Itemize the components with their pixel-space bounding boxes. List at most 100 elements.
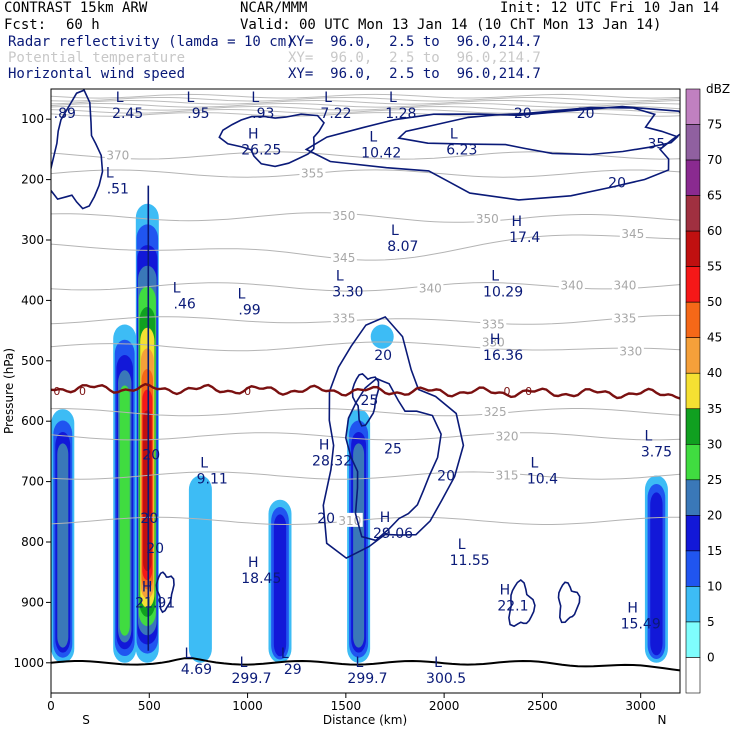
colorbar-unit: dBZ bbox=[706, 82, 730, 96]
hl-value-label: 10.42 bbox=[361, 145, 401, 161]
theta-contour-label: 330 bbox=[482, 336, 505, 350]
y-tick-label: 200 bbox=[21, 173, 44, 187]
colorbar-swatch bbox=[685, 159, 701, 196]
hl-marker: L bbox=[281, 646, 289, 662]
theta-label-bg bbox=[619, 225, 646, 240]
reflectivity-column bbox=[353, 443, 365, 648]
hl-value-label: 29.06 bbox=[373, 526, 413, 542]
freezing-level-label: 0 bbox=[53, 385, 60, 398]
wind-contour-line bbox=[351, 373, 380, 427]
plot-frame bbox=[50, 88, 681, 694]
theta-contour-label: 330 bbox=[619, 345, 642, 359]
theta-contour-label: 335 bbox=[482, 318, 505, 332]
colorbar-label: 25 bbox=[707, 473, 722, 487]
hl-value-label: 18.45 bbox=[241, 571, 281, 587]
wind-contour-label: 20 bbox=[608, 176, 626, 192]
wind-contour-line bbox=[218, 113, 325, 168]
colorbar-label: 55 bbox=[707, 260, 722, 274]
theta-label-bg bbox=[330, 207, 357, 222]
hl-value-label: 299.7 bbox=[347, 671, 387, 687]
wind-contour-label: 20 bbox=[142, 447, 160, 463]
theta-label-bg bbox=[611, 310, 638, 325]
wind-contour-line bbox=[344, 377, 442, 542]
hl-marker: H bbox=[248, 555, 259, 571]
forecast-hours: 60 h bbox=[66, 17, 100, 33]
colorbar-swatch bbox=[685, 621, 701, 658]
y-tick-label: 900 bbox=[21, 595, 44, 609]
y-tick-label: 600 bbox=[21, 414, 44, 428]
wind-contour-label: 35 bbox=[647, 136, 665, 152]
colorbar-swatch bbox=[685, 301, 701, 339]
hl-marker: L bbox=[450, 126, 458, 142]
wind-contour-label: 20 bbox=[437, 469, 455, 485]
theta-contour-line bbox=[51, 432, 680, 441]
hl-marker: L bbox=[187, 90, 195, 106]
y-tick-label: 1000 bbox=[13, 656, 44, 670]
reflectivity-column bbox=[143, 410, 152, 571]
colorbar-label: 75 bbox=[707, 118, 722, 132]
reflectivity-column bbox=[650, 492, 663, 656]
theta-contour-label: 355 bbox=[301, 167, 324, 181]
theta-contour-label: 315 bbox=[496, 469, 519, 483]
theta-contour-line bbox=[51, 212, 680, 223]
freezing-level-label: 0 bbox=[504, 385, 511, 398]
contour-labels: .89L2.45L.95L.93L7.22L1.28H26.25L10.42L6… bbox=[54, 90, 672, 687]
theta-contour-label: 345 bbox=[621, 227, 644, 241]
hl-marker: H bbox=[142, 579, 153, 595]
axes: 0 500 1000 1500 2000 2500 30001002003004005006… bbox=[13, 112, 656, 713]
theta-contour-label: 335 bbox=[614, 312, 637, 326]
hl-marker: L bbox=[324, 90, 332, 106]
colorbar-swatch bbox=[685, 88, 701, 125]
hl-marker: L bbox=[531, 456, 539, 472]
theta-label-bg bbox=[480, 316, 507, 331]
hl-value-label: 3.30 bbox=[332, 284, 363, 300]
hl-value-label: 2.45 bbox=[112, 106, 143, 122]
forecast-label: Fcst: bbox=[4, 17, 47, 33]
theta-contour-label: 350 bbox=[332, 209, 355, 223]
wind-contour-label: 20 bbox=[374, 348, 392, 364]
hl-marker: L bbox=[434, 655, 442, 671]
x-tick-label: 2500 bbox=[527, 699, 558, 713]
colorbar-label: 60 bbox=[707, 224, 722, 238]
x-axis-title: Distance (km) bbox=[323, 713, 407, 727]
theta-contour-line bbox=[51, 471, 680, 480]
hl-marker: L bbox=[391, 223, 399, 239]
theta-label-bg bbox=[558, 277, 585, 292]
center-label: NCAR/MMM bbox=[240, 0, 308, 16]
theta-contour-line bbox=[51, 169, 680, 178]
hl-value-label: 6.23 bbox=[446, 142, 477, 158]
init-time: Init: 12 UTC Fri 10 Jan 14 bbox=[500, 0, 720, 16]
theta-contour-line bbox=[51, 407, 680, 417]
colorbar-label: 35 bbox=[707, 402, 722, 416]
colorbar-swatch bbox=[685, 550, 701, 587]
hl-value-label: 22.1 bbox=[497, 598, 528, 614]
x-tick-label: 500 bbox=[138, 699, 161, 713]
colorbar-swatch bbox=[685, 266, 701, 303]
wind-contour-label: 25 bbox=[384, 441, 402, 457]
colorbar-label: 70 bbox=[707, 153, 722, 167]
hl-value-label: 299.7 bbox=[231, 671, 271, 687]
wind-contour-line bbox=[51, 89, 104, 210]
colorbar: 0 5 10 15 20 25 30 35 40 45 50 55 60 65 70 75 bbox=[685, 88, 722, 694]
valid-time: Valid: 00 UTC Mon 13 Jan 14 (10 ChT Mon … bbox=[240, 17, 662, 33]
y-tick-label: 100 bbox=[21, 112, 44, 126]
hl-marker: L bbox=[389, 90, 397, 106]
theta-contour-label: 335 bbox=[332, 312, 355, 326]
y-tick-label: 500 bbox=[21, 354, 44, 368]
theta-contour-label: 370 bbox=[106, 148, 129, 162]
theta-label-bg bbox=[494, 428, 521, 443]
hl-marker: L bbox=[240, 655, 248, 671]
terrain bbox=[51, 657, 680, 672]
hl-marker: L bbox=[458, 537, 466, 553]
wind-contour-line bbox=[304, 105, 680, 201]
theta-contour-label: 310 bbox=[338, 514, 361, 528]
field-name-wind: Horizontal wind speed bbox=[8, 66, 186, 82]
colorbar-swatch bbox=[685, 408, 701, 445]
hl-value-label: 9.11 bbox=[197, 472, 228, 488]
hl-value-label: .93 bbox=[252, 106, 274, 122]
wind-contour-label: 20 bbox=[317, 511, 335, 527]
hl-value-label: 28.32 bbox=[312, 453, 352, 469]
hl-marker: H bbox=[248, 126, 259, 142]
theta-contour-line bbox=[51, 99, 680, 105]
hl-marker: L bbox=[369, 129, 377, 145]
